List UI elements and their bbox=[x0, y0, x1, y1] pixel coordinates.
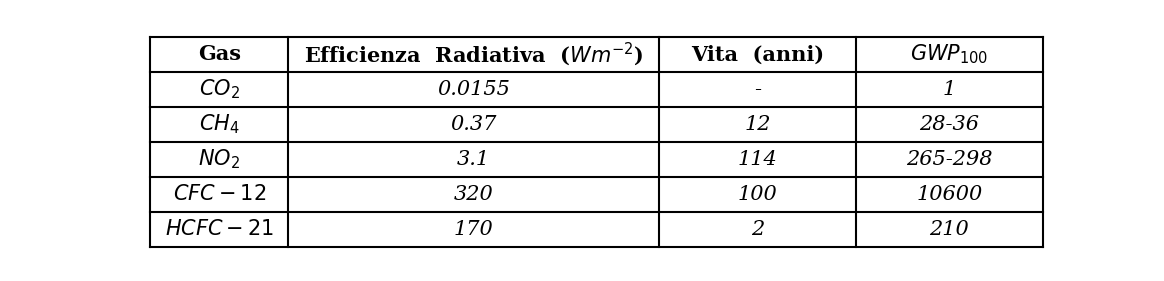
Text: 28-36: 28-36 bbox=[920, 115, 979, 134]
Text: $GWP_{100}$: $GWP_{100}$ bbox=[910, 43, 988, 66]
Text: Vita  (anni): Vita (anni) bbox=[690, 44, 824, 64]
Text: 0.37: 0.37 bbox=[450, 115, 497, 134]
Text: 0.0155: 0.0155 bbox=[438, 80, 510, 99]
Text: $HCFC-21$: $HCFC-21$ bbox=[164, 219, 274, 239]
Text: 114: 114 bbox=[738, 150, 778, 169]
Text: $NO_2$: $NO_2$ bbox=[198, 148, 240, 171]
Text: -: - bbox=[754, 80, 761, 99]
Text: 265-298: 265-298 bbox=[906, 150, 993, 169]
Text: $CH_4$: $CH_4$ bbox=[199, 113, 240, 136]
Text: 12: 12 bbox=[744, 115, 771, 134]
Text: Efficienza  Radiativa  ($Wm^{-2}$): Efficienza Radiativa ($Wm^{-2}$) bbox=[304, 41, 644, 68]
Text: 170: 170 bbox=[454, 220, 494, 239]
Text: $CFC-12$: $CFC-12$ bbox=[172, 184, 265, 204]
Text: Gas: Gas bbox=[198, 44, 241, 64]
Text: 2: 2 bbox=[751, 220, 764, 239]
Text: $CO_2$: $CO_2$ bbox=[199, 78, 240, 101]
Text: 3.1: 3.1 bbox=[457, 150, 490, 169]
Text: 10600: 10600 bbox=[916, 185, 982, 204]
Text: 100: 100 bbox=[738, 185, 778, 204]
Text: 1: 1 bbox=[943, 80, 956, 99]
Text: 320: 320 bbox=[454, 185, 494, 204]
Text: 210: 210 bbox=[929, 220, 970, 239]
